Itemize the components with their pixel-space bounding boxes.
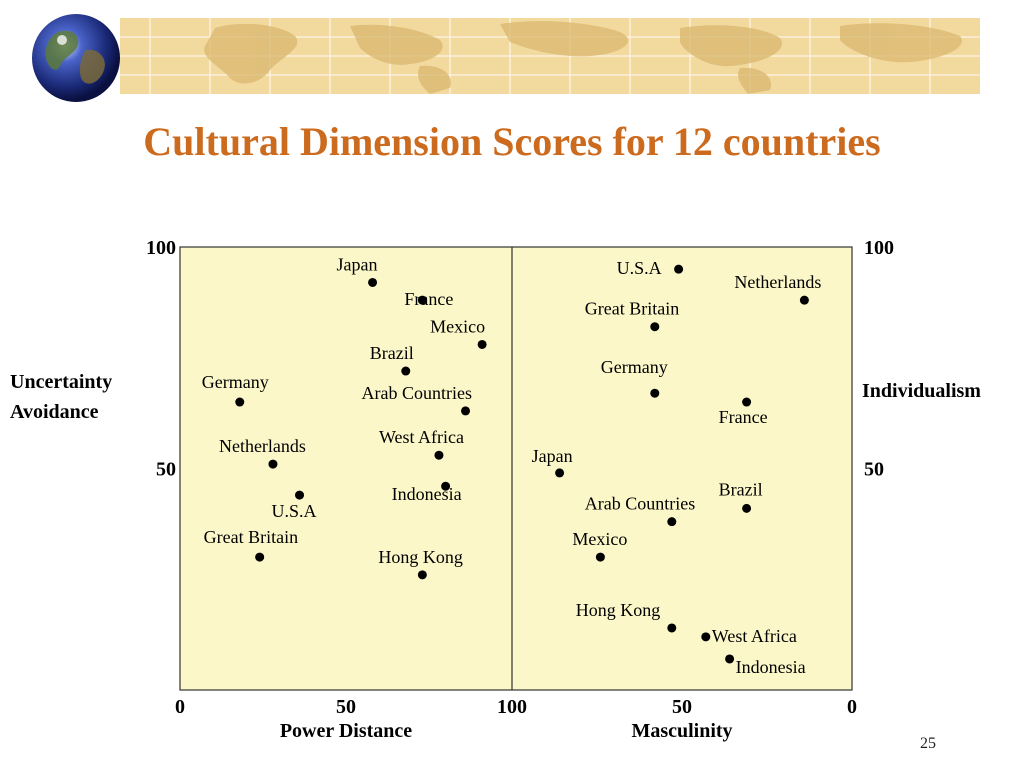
- data-point: [477, 339, 487, 349]
- data-point: [417, 295, 427, 305]
- point-label: Mexico: [430, 316, 485, 336]
- point-label: Hong Kong: [576, 600, 661, 620]
- x-axis-title: Power Distance: [280, 720, 412, 742]
- point-label: France: [404, 289, 453, 309]
- point-label: Japan: [532, 446, 573, 466]
- data-point: [650, 322, 660, 332]
- data-point: [461, 406, 471, 416]
- point-label: Brazil: [370, 343, 414, 363]
- y-axis-title: Individualism: [862, 380, 981, 402]
- data-point: [441, 481, 451, 491]
- data-point: [725, 654, 735, 664]
- x-axis-title: Masculinity: [631, 720, 732, 742]
- data-point: [434, 450, 444, 460]
- plot-background: [179, 246, 853, 691]
- y-tick-label: 100: [146, 237, 176, 259]
- point-label: Germany: [202, 372, 269, 392]
- point-label: West Africa: [379, 427, 464, 447]
- point-label: U.S.A: [272, 501, 317, 521]
- data-point: [667, 623, 677, 633]
- data-point: [401, 366, 411, 376]
- slide-title: Cultural Dimension Scores for 12 countri…: [143, 119, 881, 164]
- data-point: [268, 459, 278, 469]
- point-label: Japan: [337, 254, 378, 274]
- data-point: [368, 277, 378, 287]
- x-tick-label: 50: [672, 696, 692, 718]
- data-point: [742, 397, 752, 407]
- point-label: Great Britain: [204, 527, 298, 547]
- y-tick-label: 100: [864, 237, 894, 259]
- data-point: [235, 397, 245, 407]
- point-label: U.S.A: [617, 258, 662, 278]
- y-tick-label: 50: [864, 459, 884, 481]
- data-point: [674, 264, 684, 274]
- point-label: Arab Countries: [362, 383, 472, 403]
- globe-icon: [28, 10, 124, 106]
- y-tick-label: 50: [156, 459, 176, 481]
- point-label: Indonesia: [736, 657, 806, 677]
- point-label: Brazil: [719, 479, 763, 499]
- data-point: [295, 490, 305, 500]
- data-point: [742, 503, 752, 513]
- y-axis-title: Uncertainty: [10, 371, 112, 393]
- data-point: [650, 388, 660, 398]
- slide-number: 25: [920, 735, 936, 752]
- data-point: [595, 552, 605, 562]
- y-axis-title: Avoidance: [10, 401, 99, 423]
- data-point: [701, 632, 711, 642]
- data-point: [799, 295, 809, 305]
- point-label: Netherlands: [219, 436, 306, 456]
- point-label: Arab Countries: [585, 494, 695, 514]
- point-label: Netherlands: [734, 272, 821, 292]
- data-point: [255, 552, 265, 562]
- point-label: Indonesia: [392, 484, 462, 504]
- data-point: [555, 468, 565, 478]
- point-label: France: [719, 407, 768, 427]
- point-label: Mexico: [572, 529, 627, 549]
- x-tick-label: 100: [497, 696, 527, 718]
- x-tick-label: 0: [175, 696, 185, 718]
- point-label: Germany: [601, 357, 668, 377]
- data-point: [417, 570, 427, 580]
- x-tick-label: 50: [336, 696, 356, 718]
- point-label: Hong Kong: [378, 547, 463, 567]
- data-point: [667, 517, 677, 527]
- point-label: Great Britain: [585, 299, 679, 319]
- point-label: West Africa: [712, 626, 797, 646]
- world-map-banner: [120, 18, 980, 94]
- x-tick-label: 0: [847, 696, 857, 718]
